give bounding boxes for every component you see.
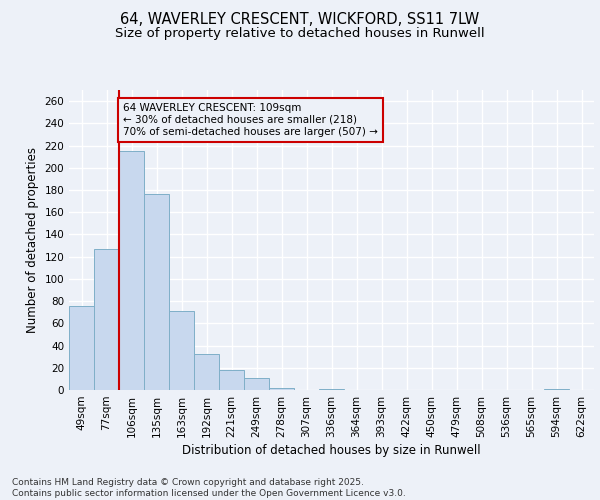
Bar bbox=[69, 306, 94, 390]
Bar bbox=[269, 388, 294, 390]
Bar bbox=[194, 354, 219, 390]
Bar bbox=[94, 249, 119, 390]
Bar bbox=[544, 389, 569, 390]
Bar bbox=[319, 389, 344, 390]
Text: 64, WAVERLEY CRESCENT, WICKFORD, SS11 7LW: 64, WAVERLEY CRESCENT, WICKFORD, SS11 7L… bbox=[121, 12, 479, 28]
X-axis label: Distribution of detached houses by size in Runwell: Distribution of detached houses by size … bbox=[182, 444, 481, 457]
Text: Size of property relative to detached houses in Runwell: Size of property relative to detached ho… bbox=[115, 28, 485, 40]
Text: 64 WAVERLEY CRESCENT: 109sqm
← 30% of detached houses are smaller (218)
70% of s: 64 WAVERLEY CRESCENT: 109sqm ← 30% of de… bbox=[123, 104, 377, 136]
Y-axis label: Number of detached properties: Number of detached properties bbox=[26, 147, 39, 333]
Bar bbox=[219, 370, 244, 390]
Text: Contains HM Land Registry data © Crown copyright and database right 2025.
Contai: Contains HM Land Registry data © Crown c… bbox=[12, 478, 406, 498]
Bar bbox=[119, 151, 144, 390]
Bar bbox=[169, 311, 194, 390]
Bar bbox=[244, 378, 269, 390]
Bar bbox=[144, 194, 169, 390]
